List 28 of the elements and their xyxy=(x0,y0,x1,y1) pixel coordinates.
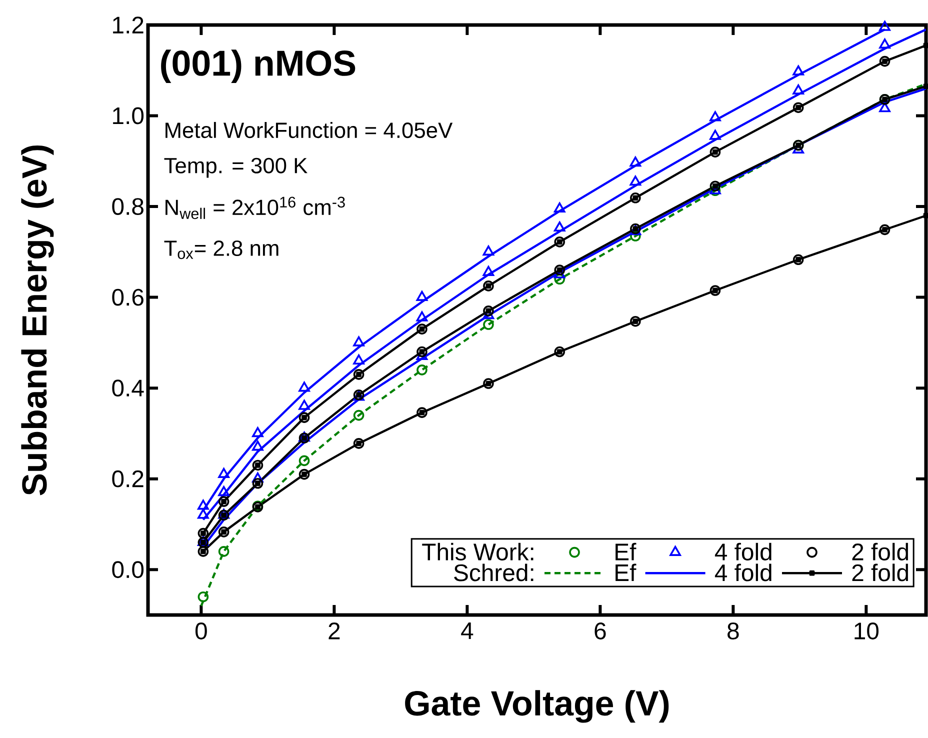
annotation: N$_{well}$ = 2x10$^{16}$ cm$^{-3}$ xyxy=(166,196,345,220)
legend-label: 4 fold xyxy=(714,564,772,582)
y-tick-label: 0.4 xyxy=(112,380,144,397)
annotation: Temp. = 300 K xyxy=(164,158,308,178)
annotation: Metal WorkFunction = 4.05eV xyxy=(166,122,453,138)
y-tick-label: 1.0 xyxy=(113,107,144,124)
y-tick-label: 0.6 xyxy=(112,288,144,306)
x-tick-label: 8 xyxy=(728,622,739,640)
y-tick-label: 0.8 xyxy=(112,198,144,215)
annotation: T$_{ox}$= 2.8 nm xyxy=(164,240,278,260)
legend-label: 4 fold xyxy=(714,542,772,560)
legend-label: 2 fold xyxy=(852,564,908,582)
annotation: Schred: xyxy=(454,564,534,582)
x-tick-label: 2 xyxy=(328,622,340,640)
annotation: This Work: xyxy=(422,542,534,560)
y-axis-title: Subband Energy (eV) xyxy=(21,145,54,496)
y-tick-label: 0.0 xyxy=(112,561,144,578)
x-tick-label: 6 xyxy=(594,622,606,640)
annotation: (001) nMOS xyxy=(161,50,356,84)
x-tick-label: 10 xyxy=(854,622,879,640)
legend-label: Ef xyxy=(616,542,636,560)
legend-label: 2 fold xyxy=(852,542,908,560)
x-axis-title: Gate Voltage (V) xyxy=(405,690,669,723)
x-tick-label: 4 xyxy=(461,622,474,639)
x-tick-label: 0 xyxy=(195,622,207,640)
y-tick-label: 0.2 xyxy=(112,470,144,488)
legend-label: Ef xyxy=(616,564,636,582)
y-tick-label: 1.2 xyxy=(113,16,144,34)
